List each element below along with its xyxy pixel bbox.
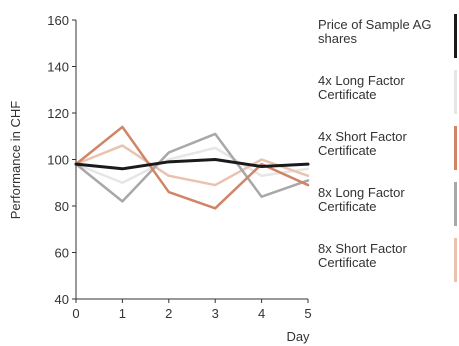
x-tick-label: 4 — [258, 306, 265, 321]
legend-item-8x-long: 8x Long Factor Certificate — [318, 182, 459, 238]
legend-item-8x-short: 8x Short Factor Certificate — [318, 238, 459, 294]
legend-swatch — [454, 182, 457, 226]
legend-swatch — [454, 126, 457, 170]
legend-label: 4x Long Factor Certificate — [318, 73, 405, 102]
legend-item-4x-long: 4x Long Factor Certificate — [318, 70, 459, 126]
legend-swatch — [454, 70, 457, 114]
legend-label: 8x Short Factor Certificate — [318, 241, 407, 270]
x-tick-label: 5 — [304, 306, 311, 321]
series-line — [74, 144, 310, 187]
series-line — [74, 132, 310, 203]
x-tick-label: 1 — [119, 306, 126, 321]
y-axis-label: Performance in CHF — [8, 101, 23, 220]
y-tick-label: 160 — [47, 13, 69, 28]
x-tick-label: 2 — [165, 306, 172, 321]
legend-item-4x-short: 4x Short Factor Certificate — [318, 126, 459, 182]
x-tick-label: 3 — [212, 306, 219, 321]
legend-swatch — [454, 238, 457, 282]
y-tick-label: 100 — [47, 153, 69, 168]
y-tick-label: 120 — [47, 106, 69, 121]
series-line — [74, 125, 310, 210]
legend-label: 4x Short Factor Certificate — [318, 129, 407, 158]
axes — [75, 20, 308, 300]
legend: Price of Sample AG shares 4x Long Factor… — [318, 14, 459, 294]
legend-swatch — [454, 14, 457, 58]
x-tick-label: 0 — [72, 306, 79, 321]
legend-item-price-shares: Price of Sample AG shares — [318, 14, 459, 70]
y-tick-label: 60 — [55, 246, 69, 261]
series-line — [74, 158, 310, 171]
legend-label: Price of Sample AG shares — [318, 17, 432, 46]
legend-label: 8x Long Factor Certificate — [318, 185, 405, 214]
series-line — [74, 146, 310, 184]
series-lines — [74, 125, 310, 210]
y-tick-label: 140 — [47, 60, 69, 75]
x-axis-label: Day — [286, 329, 310, 344]
y-tick-label: 40 — [55, 292, 69, 307]
y-tick-label: 80 — [55, 199, 69, 214]
x-axis-ticks: 0 1 2 3 4 5 — [72, 299, 312, 321]
y-axis-ticks: 40 60 80 100 120 140 160 — [47, 13, 76, 307]
